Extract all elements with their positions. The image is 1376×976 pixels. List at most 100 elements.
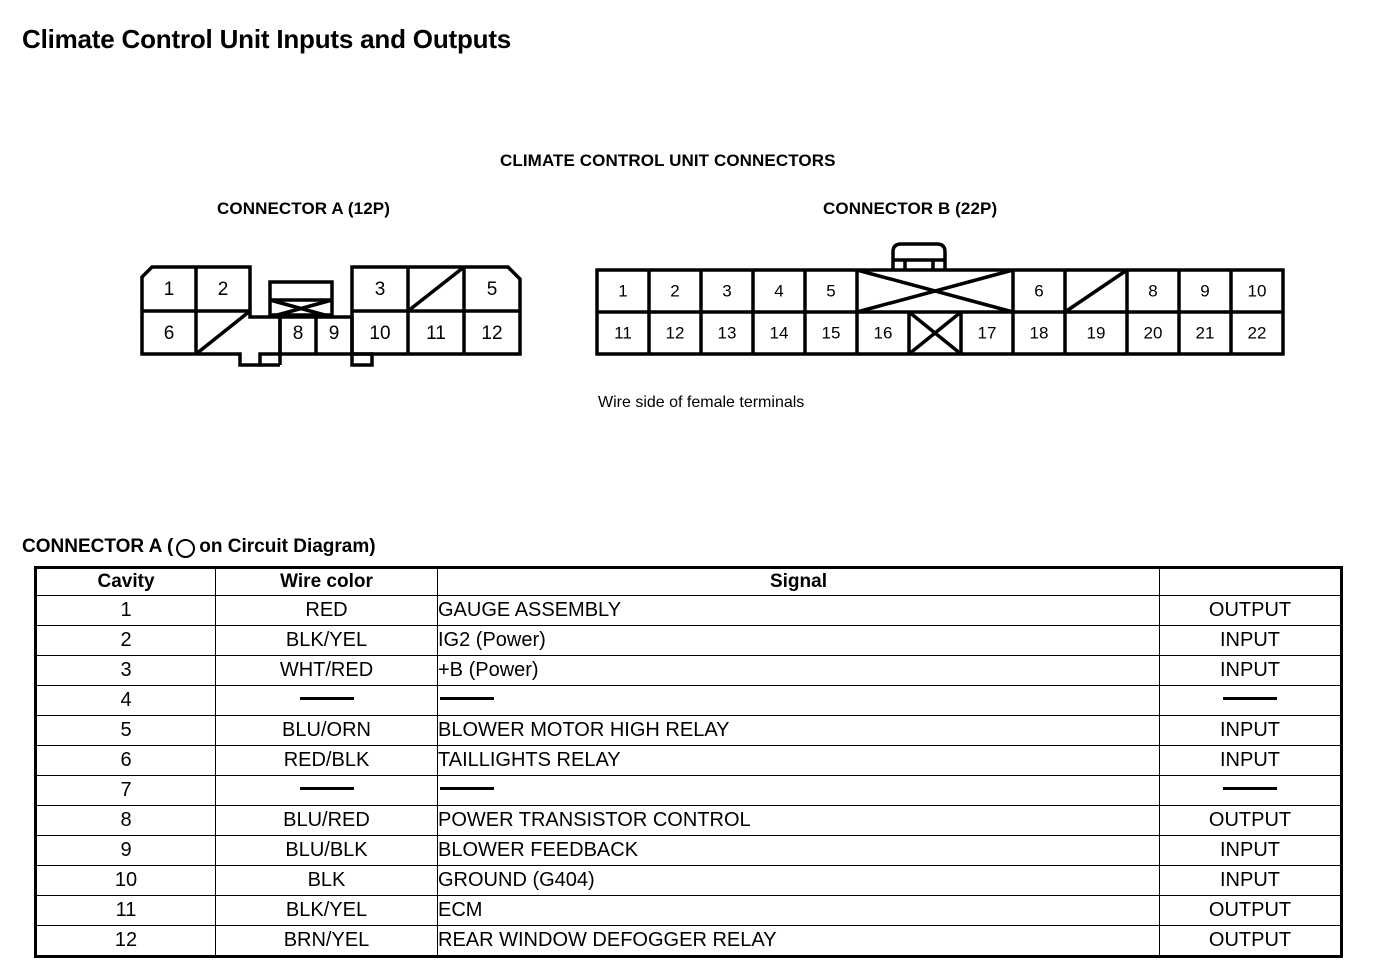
cell-signal-4 [437,685,1160,716]
cell-io-2: INPUT [1159,625,1342,656]
connector-b-pin-9: 9 [1200,281,1209,300]
cell-io-8: OUTPUT [1159,805,1342,836]
cell-cavity-7: 7 [35,775,216,806]
cell-io-5: INPUT [1159,715,1342,746]
cell-signal-1: GAUGE ASSEMBLY [437,595,1160,626]
connector-a-diagram: 1 2 3 5 6 8 9 10 11 12 [140,265,522,367]
cell-cavity-4: 4 [35,685,216,716]
cell-wire-color-3: WHT/RED [215,655,438,686]
connector-a-pin-2: 2 [218,279,229,300]
cell-wire-color-7 [215,775,438,806]
header-wire-color: Wire color [215,567,438,596]
connector-a-pin-10: 10 [369,323,390,344]
table-row: 12 BRN/YEL REAR WINDOW DEFOGGER RELAY OUTPU… [35,925,1342,957]
connector-b-pin-16: 16 [874,323,893,342]
connector-b-pin-21: 21 [1196,323,1215,342]
connector-a-pin-1: 1 [164,279,175,300]
cell-wire-color-5: BLU/ORN [215,715,438,746]
empty-dash [440,697,494,701]
empty-dash [440,787,494,791]
page-title: Climate Control Unit Inputs and Outputs [22,24,512,54]
connector-a-table-title: CONNECTOR A ( on Circuit Diagram) [22,536,376,558]
table-row: 5 BLU/ORN BLOWER MOTOR HIGH RELAY INPUT [35,715,1342,746]
connector-b-pin-17: 17 [978,323,997,342]
header-signal: Signal [437,567,1160,596]
table-title-suffix: on Circuit Diagram) [199,536,376,557]
cell-signal-2: IG2 (Power) [437,625,1160,656]
connector-b-pin-20: 20 [1144,323,1163,342]
table-row: 2 BLK/YEL IG2 (Power) INPUT [35,625,1342,656]
cell-signal-6: TAILLIGHTS RELAY [437,745,1160,776]
cell-io-4 [1159,685,1342,716]
cell-wire-color-4 [215,685,438,716]
cell-signal-12: REAR WINDOW DEFOGGER RELAY [437,925,1160,957]
connector-b-pin-3: 3 [722,281,731,300]
connector-b-pin-14: 14 [770,323,789,342]
connector-b-pin-19: 19 [1087,323,1106,342]
cell-io-11: OUTPUT [1159,895,1342,926]
table-title-prefix: CONNECTOR A ( [22,536,174,557]
connector-a-pin-12: 12 [481,323,502,344]
cell-io-10: INPUT [1159,865,1342,896]
cell-io-1: OUTPUT [1159,595,1342,626]
table-row: 11 BLK/YEL ECM OUTPUT [35,895,1342,926]
connector-a-pin-6: 6 [164,323,175,344]
empty-dash [299,697,354,701]
cell-cavity-5: 5 [35,715,216,746]
cell-signal-3: +B (Power) [437,655,1160,686]
connector-b-pin-10: 10 [1248,281,1267,300]
cell-signal-5: BLOWER MOTOR HIGH RELAY [437,715,1160,746]
table-row: 10 BLK GROUND (G404) INPUT [35,865,1342,896]
table-row: 4 [35,685,1342,716]
cell-io-9: INPUT [1159,835,1342,866]
connector-b-pin-4: 4 [774,281,783,300]
connector-b-pin-1: 1 [618,281,627,300]
connectors-group-heading: CLIMATE CONTROL UNIT CONNECTORS [500,151,836,170]
cell-cavity-9: 9 [35,835,216,866]
cell-cavity-6: 6 [35,745,216,776]
cell-cavity-2: 2 [35,625,216,656]
cell-signal-9: BLOWER FEEDBACK [437,835,1160,866]
connector-b-pin-2: 2 [670,281,679,300]
connector-a-pin-3: 3 [375,279,386,300]
cell-wire-color-12: BRN/YEL [215,925,438,957]
connector-a-heading: CONNECTOR A (12P) [217,199,390,218]
cell-wire-color-11: BLK/YEL [215,895,438,926]
diagram-caption: Wire side of female terminals [598,394,805,411]
table-row: 8 BLU/RED POWER TRANSISTOR CONTROL OUTPUT [35,805,1342,836]
table-row: 1 RED GAUGE ASSEMBLY OUTPUT [35,595,1342,626]
cell-io-7 [1159,775,1342,806]
connector-b-pin-15: 15 [822,323,841,342]
connector-b-pin-11: 11 [614,323,632,342]
cell-wire-color-6: RED/BLK [215,745,438,776]
cell-cavity-10: 10 [35,865,216,896]
header-io [1159,567,1342,596]
cell-io-6: INPUT [1159,745,1342,776]
cell-signal-7 [437,775,1160,806]
cell-wire-color-9: BLU/BLK [215,835,438,866]
cell-cavity-8: 8 [35,805,216,836]
connector-b-pin-6: 6 [1034,281,1043,300]
cell-cavity-11: 11 [35,895,216,926]
cell-wire-color-10: BLK [215,865,438,896]
empty-dash [1223,787,1277,791]
cell-wire-color-1: RED [215,595,438,626]
connector-a-pinout-table: Cavity Wire color Signal 1 RED GAUGE ASSEM… [34,566,1343,958]
connector-b-pin-labels: 1 2 3 4 5 6 8 9 10 11 12 13 14 15 16 17 … [614,281,1266,342]
connector-a-pin-11: 11 [426,323,446,344]
table-row: 9 BLU/BLK BLOWER FEEDBACK INPUT [35,835,1342,866]
cell-cavity-3: 3 [35,655,216,686]
connector-b-pin-22: 22 [1248,323,1267,342]
cell-io-12: OUTPUT [1159,925,1342,957]
header-cavity: Cavity [35,567,216,596]
connector-b-pin-5: 5 [826,281,835,300]
circle-icon [176,538,196,558]
connector-b-pin-12: 12 [666,323,685,342]
cell-io-3: INPUT [1159,655,1342,686]
connector-a-pin-9: 9 [329,323,340,344]
connector-a-pin-5: 5 [487,279,498,300]
cell-signal-10: GROUND (G404) [437,865,1160,896]
connector-b-diagram: 1 2 3 4 5 6 8 9 10 11 12 13 14 15 16 17 … [595,242,1285,356]
connector-b-heading: CONNECTOR B (22P) [823,199,998,218]
table-row: 7 [35,775,1342,806]
